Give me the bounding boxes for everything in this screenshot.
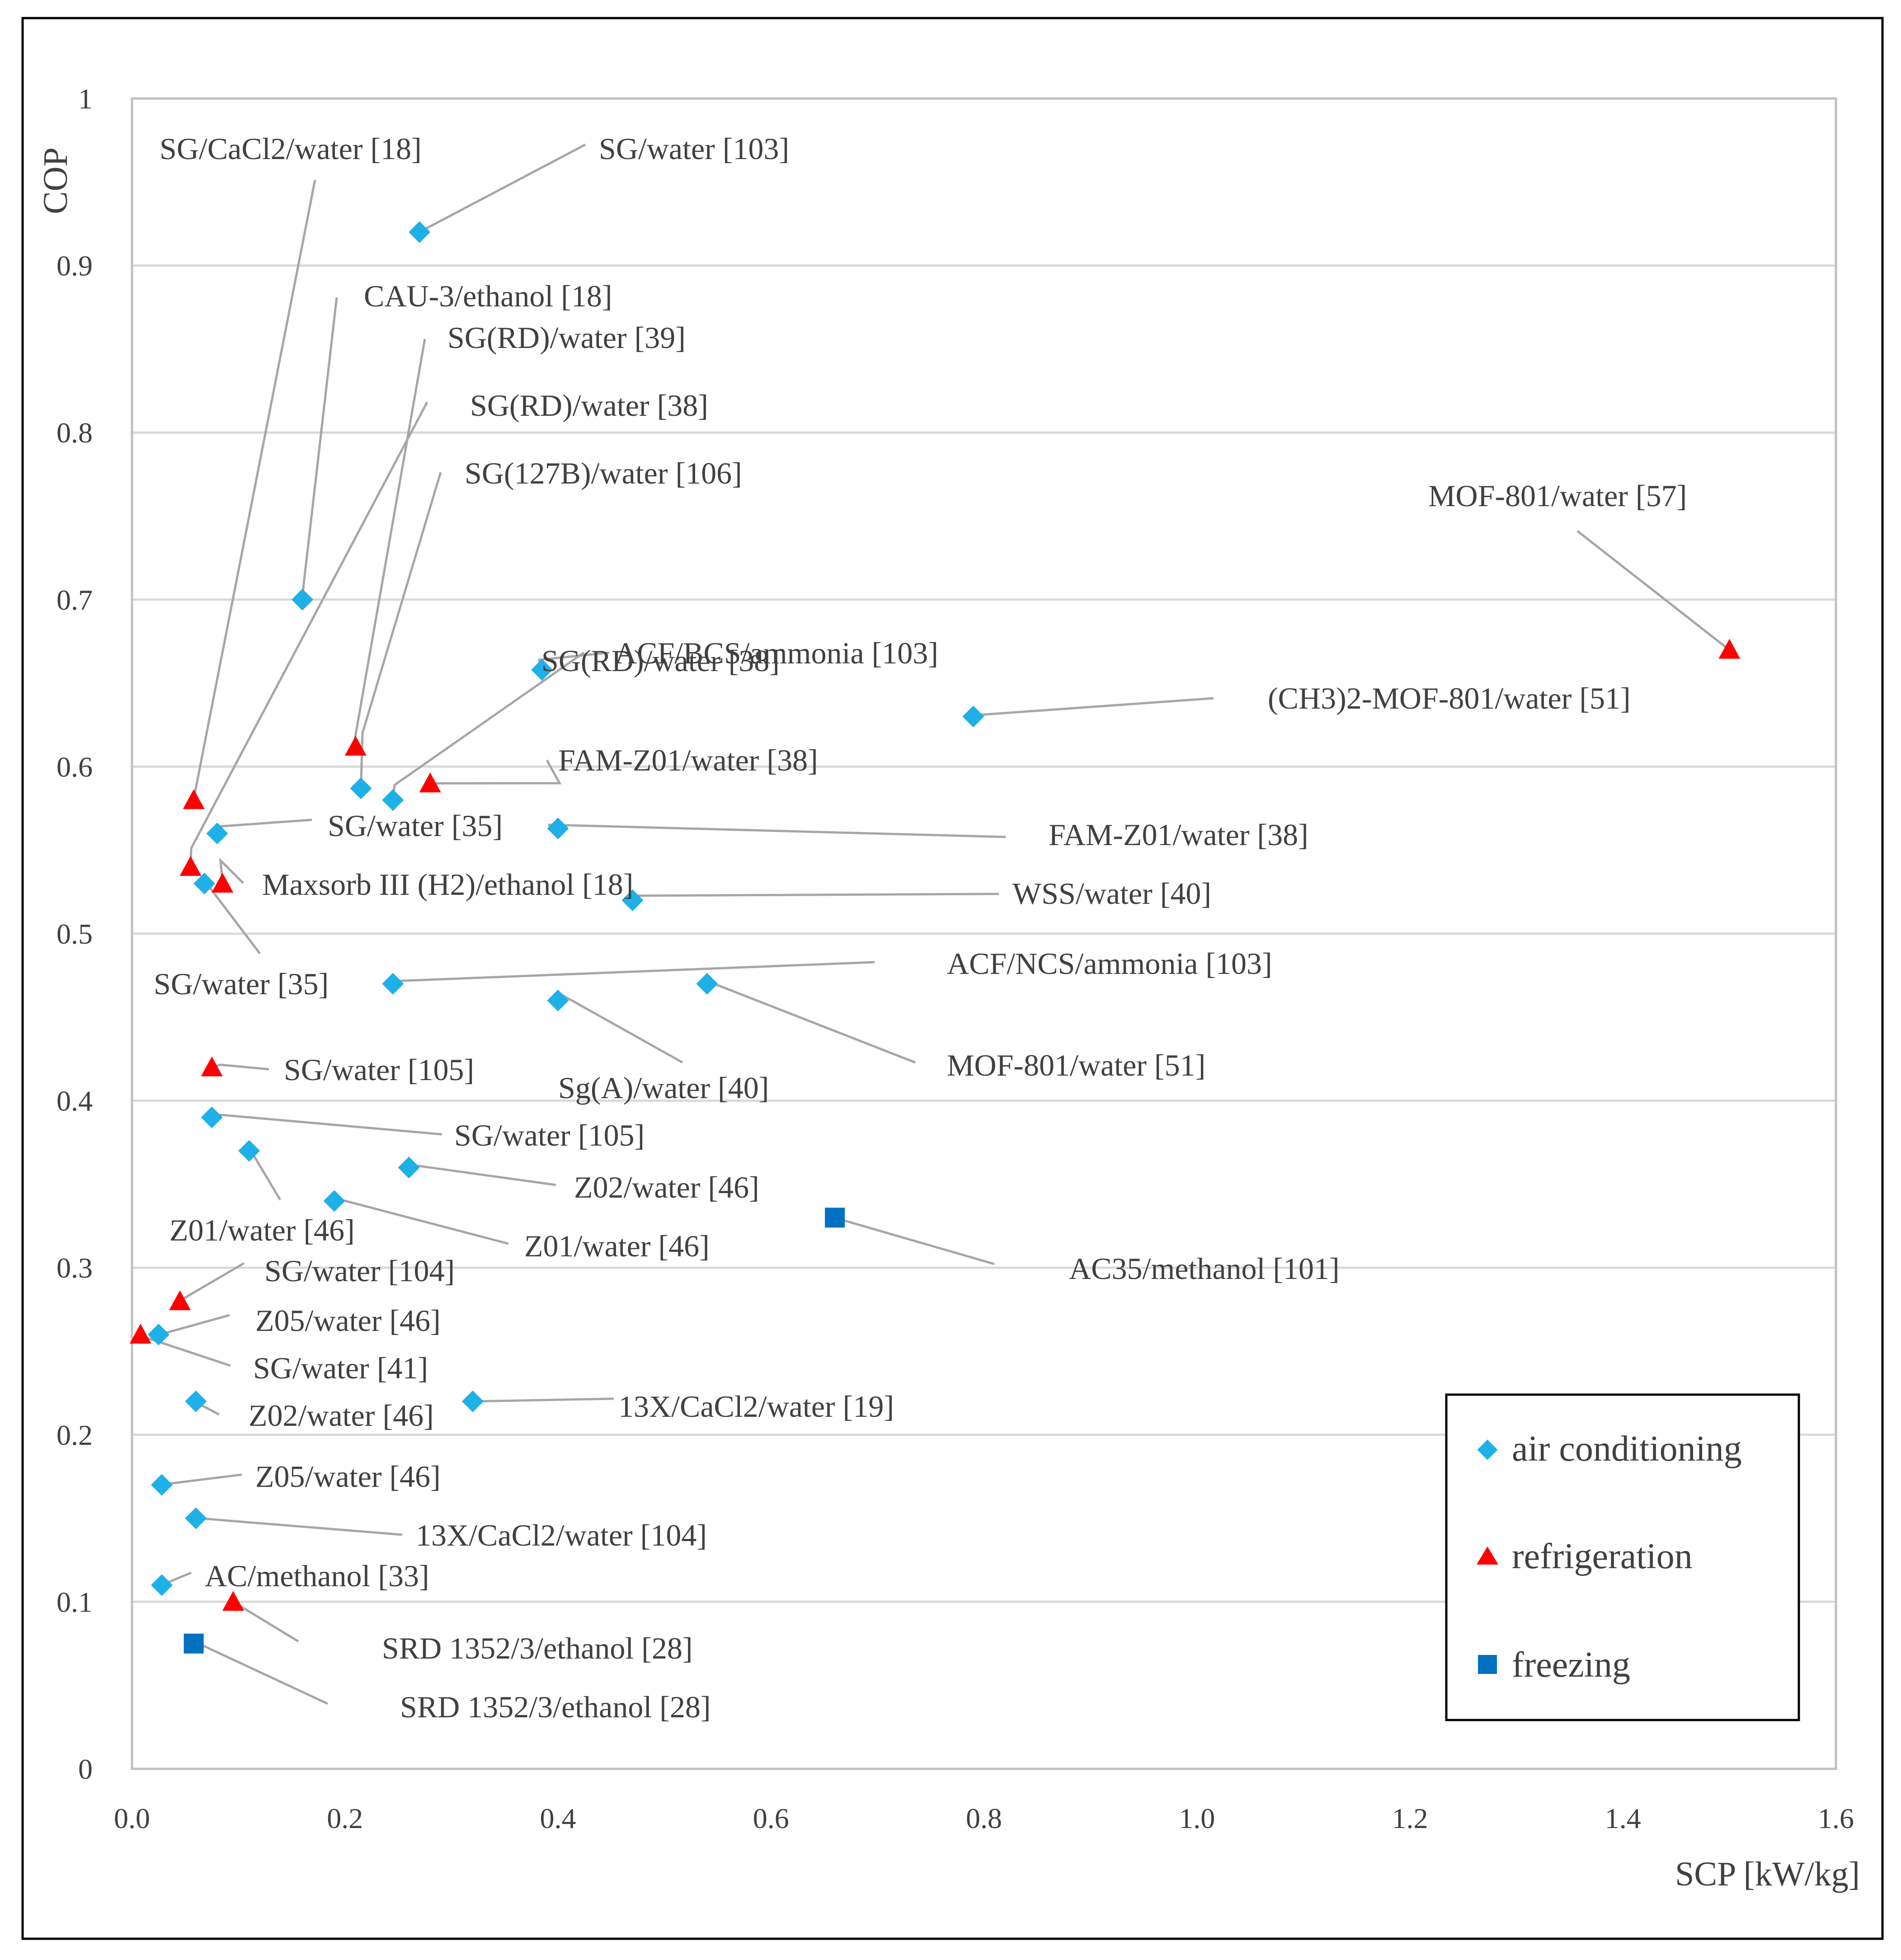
x-tick-label: 1.2 [1392, 1802, 1428, 1834]
data-label: SG(RD)/water [38] [541, 644, 780, 678]
y-tick-label: 0.2 [56, 1419, 93, 1451]
square-point [825, 1208, 845, 1228]
data-label: SG(RD)/water [38] [470, 388, 708, 423]
data-label: ACF/NCS/ammonia [103] [947, 946, 1272, 981]
data-label: SG(127B)/water [106] [465, 456, 742, 490]
data-label: SG/water [103] [599, 132, 789, 166]
diamond-point [398, 1156, 420, 1179]
legend-marker-refrigeration [1477, 1546, 1498, 1565]
data-label: MOF-801/water [51] [947, 1048, 1205, 1082]
data-label: Z01/water [46] [524, 1229, 710, 1263]
diamond-point [147, 1323, 169, 1346]
data-label: SRD 1352/3/ethanol [28] [400, 1690, 711, 1724]
data-label: MOF-801/water [57] [1428, 479, 1687, 513]
diamond-point [323, 1190, 345, 1212]
y-tick-label: 1 [78, 83, 93, 115]
triangle-point [201, 1056, 223, 1076]
data-label: Sg(A)/water [40] [558, 1071, 769, 1105]
legend-label-air-conditioning: air conditioning [1512, 1429, 1742, 1469]
y-tick-label: 0.3 [56, 1252, 93, 1284]
y-tick-label: 0.1 [56, 1586, 93, 1618]
leader-line [430, 759, 562, 785]
x-tick-label: 1.4 [1605, 1802, 1641, 1834]
data-label: Z02/water [46] [249, 1398, 434, 1433]
triangle-point [344, 736, 367, 756]
diamond-point [696, 973, 718, 995]
data-label: Z05/water [46] [255, 1303, 441, 1338]
x-axis-title: SCP [kW/kg] [1675, 1855, 1860, 1893]
triangle-point [183, 789, 205, 809]
data-label: CAU-3/ethanol [18] [364, 279, 612, 313]
data-label: SG/water [105] [454, 1118, 645, 1152]
diamond-point [151, 1474, 173, 1496]
data-label: Maxsorb III (H2)/ethanol [18] [262, 867, 633, 902]
data-label: SG/water [35] [154, 967, 329, 1001]
x-tick-label: 0.0 [114, 1802, 150, 1834]
diamond-point [461, 1390, 484, 1412]
y-tick-label: 0.5 [56, 918, 93, 950]
data-label: SRD 1352/3/ethanol [28] [382, 1631, 693, 1665]
square-point [184, 1633, 204, 1654]
data-label: ACF/BCS/ammonia [103] [615, 636, 938, 670]
data-label: (CH3)2-MOF-801/water [51] [1268, 681, 1631, 715]
data-label: Z02/water [46] [574, 1170, 759, 1204]
x-tick-label: 0.8 [966, 1802, 1002, 1834]
data-label: SG/water [105] [284, 1053, 474, 1087]
data-label: Z01/water [46] [169, 1213, 355, 1247]
data-label: FAM-Z01/water [38] [558, 743, 818, 777]
legend-marker-air-conditioning [1477, 1439, 1498, 1460]
x-tick-label: 1.0 [1179, 1802, 1215, 1834]
y-tick-label: 0.9 [56, 250, 93, 282]
data-label: 13X/CaCl2/water [104] [416, 1518, 707, 1552]
legend: air conditioning refrigeration freezing [1445, 1393, 1800, 1721]
x-tick-label: 0.6 [753, 1802, 789, 1834]
triangle-point [169, 1290, 191, 1311]
plot-area [131, 97, 1837, 1770]
leader-line [360, 472, 442, 789]
data-label: SG/CaCl2/water [18] [160, 132, 422, 166]
data-label: SG/water [41] [253, 1351, 428, 1385]
triangle-point [179, 856, 202, 876]
diamond-point [962, 705, 984, 728]
diamond-point [151, 1574, 173, 1596]
x-tick-label: 0.2 [327, 1802, 363, 1834]
y-tick-label: 0.4 [56, 1085, 93, 1117]
axis-ticks: 0 0.1 0.2 0.3 0.4 0.5 0.6 0.7 0.8 0.9 1 0.0 0.2 0.4 0.… [56, 83, 1854, 1834]
legend-box [1445, 1393, 1800, 1721]
legend-marker-freezing [1478, 1655, 1497, 1674]
data-label: AC35/methanol [101] [1069, 1251, 1340, 1286]
y-tick-label: 0.8 [56, 417, 93, 449]
y-axis-title: COP [37, 147, 75, 214]
triangle-point [1718, 639, 1741, 659]
legend-label-refrigeration: refrigeration [1512, 1537, 1693, 1576]
data-label: FAM-Z01/water [38] [1049, 818, 1308, 852]
data-label: AC/methanol [33] [205, 1559, 429, 1593]
data-label: SG(RD)/water [39] [447, 320, 686, 355]
diamond-point [201, 1106, 223, 1128]
y-tick-label: 0 [78, 1753, 93, 1785]
diamond-point [185, 1507, 207, 1529]
data-label: SG/water [35] [328, 808, 503, 843]
diamond-point [547, 989, 569, 1011]
y-tick-label: 0.7 [56, 584, 93, 616]
legend-label-freezing: freezing [1512, 1645, 1630, 1685]
diamond-point [238, 1140, 260, 1162]
data-label: SG/water [104] [264, 1254, 455, 1288]
x-tick-label: 1.6 [1818, 1802, 1854, 1834]
data-label: WSS/water [40] [1012, 876, 1211, 911]
diamond-point [382, 973, 404, 995]
triangle-point [222, 1591, 244, 1611]
data-label: Z05/water [46] [255, 1459, 441, 1494]
triangle-point [212, 873, 234, 893]
data-label: 13X/CaCl2/water [19] [618, 1389, 894, 1424]
triangle-point [419, 772, 441, 793]
data-labels: SG/water [103] CAU-3/ethanol [18] SG(RD)/w… [154, 132, 1687, 1724]
y-tick-label: 0.6 [56, 751, 93, 783]
x-tick-label: 0.4 [540, 1802, 576, 1834]
diamond-point [409, 221, 431, 243]
triangle-point [129, 1324, 151, 1344]
diamond-point [185, 1390, 207, 1412]
